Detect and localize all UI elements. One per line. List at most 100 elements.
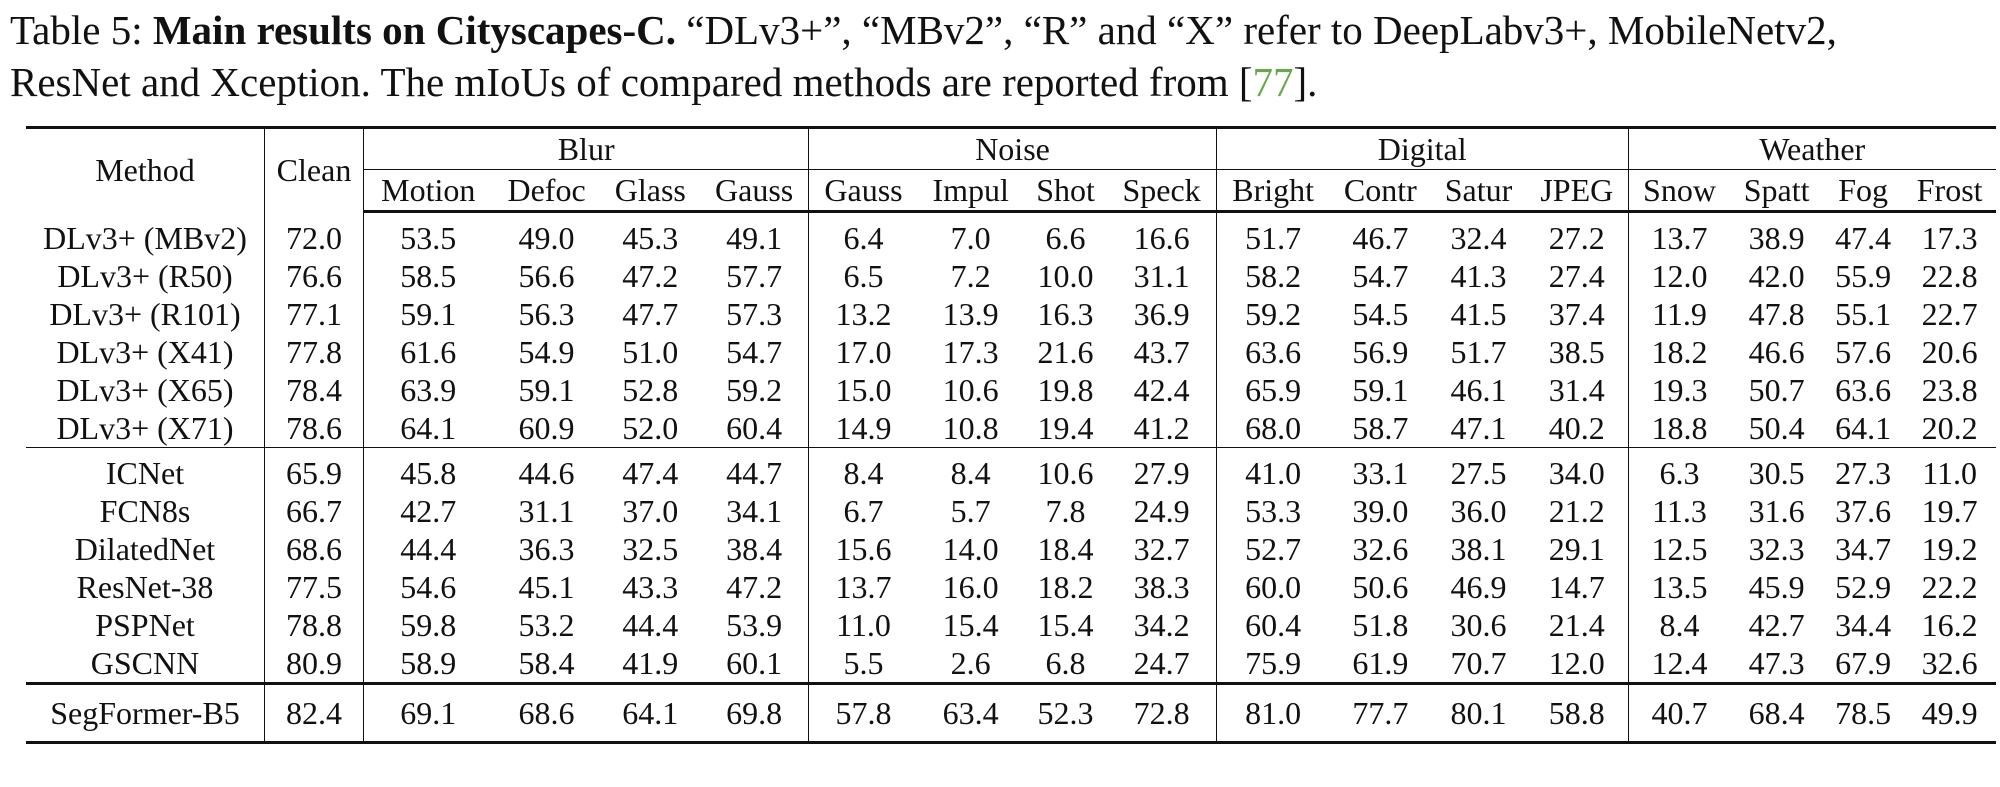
value-cell: 52.7 — [1215, 530, 1330, 568]
method-cell: PSPNet — [95, 606, 195, 643]
method-cell: DilatedNet — [74, 530, 216, 567]
value-cell: 29.1 — [1548, 530, 1605, 567]
column-header: Gauss — [699, 169, 809, 213]
method-cell: DLv3+ (R50) — [57, 257, 233, 294]
value-cell: 69.8 — [699, 682, 809, 743]
value-cell: 36.9 — [1133, 295, 1190, 332]
value-cell: 53.5 — [363, 211, 493, 257]
value-cell: 7.8 — [1045, 492, 1086, 529]
value-cell: 65.9 — [1215, 371, 1330, 409]
value-cell: 12.0 — [1525, 644, 1629, 684]
column-header: Bright — [1215, 169, 1330, 213]
value-cell: 59.1 — [1352, 371, 1409, 408]
clean-value-cell: 77.8 — [264, 333, 364, 371]
value-cell: 41.3 — [1450, 257, 1507, 294]
value-cell: 10.0 — [1037, 257, 1094, 294]
value-cell: 67.9 — [1822, 644, 1904, 684]
caption-line-2: ResNet and Xception. The mIoUs of compar… — [10, 56, 2000, 108]
value-cell: 21.2 — [1548, 492, 1605, 529]
table-row: PSPNet 78.8 59.8 53.2 44.4 53.9 11.0 15.4 15.4 34… — [26, 606, 1996, 644]
value-cell: 51.0 — [622, 333, 679, 370]
value-cell: 81.0 — [1215, 682, 1330, 743]
value-cell: 52.3 — [1023, 682, 1108, 743]
value-cell: 24.9 — [1133, 492, 1190, 529]
value-cell: 10.8 — [917, 409, 1024, 448]
value-cell: 15.0 — [808, 371, 918, 409]
value-cell: 54.9 — [518, 333, 575, 370]
value-cell: 44.6 — [518, 455, 575, 491]
value-cell: 63.6 — [1835, 371, 1892, 408]
value-cell: 56.9 — [1352, 333, 1409, 370]
column-header: Motion — [363, 169, 493, 213]
value-cell: 68.6 — [492, 682, 601, 743]
value-cell: 22.2 — [1921, 568, 1978, 605]
value-cell: 16.3 — [1037, 295, 1094, 332]
clean-header: Clean — [264, 127, 364, 212]
column-header: Speck — [1107, 169, 1217, 213]
value-cell: 51.7 — [1450, 333, 1507, 370]
value-cell: 30.6 — [1450, 606, 1507, 643]
value-cell: 30.5 — [1748, 455, 1805, 491]
group-header-noise: Noise — [808, 127, 1217, 170]
final-row: SegFormer-B5 82.4 69.1 68.6 64.1 69.8 57.8 63.4… — [26, 682, 1996, 743]
value-cell: 34.1 — [726, 492, 783, 529]
value-cell: 42.7 — [363, 492, 493, 530]
value-cell: 32.6 — [1352, 530, 1409, 567]
value-cell: 2.6 — [917, 644, 1024, 684]
column-header: Satur — [1431, 169, 1526, 213]
value-cell: 16.6 — [1133, 220, 1190, 256]
group-header-digital: Digital — [1215, 127, 1629, 170]
value-cell: 6.5 — [808, 257, 918, 295]
value-cell: 7.2 — [950, 257, 991, 294]
value-cell: 27.2 — [1548, 220, 1605, 256]
value-cell: 44.7 — [726, 455, 783, 491]
column-header: Fog — [1822, 169, 1904, 213]
value-cell: 54.6 — [363, 568, 493, 606]
results-table: Method Clean Blur Noise Digital Weather … — [26, 126, 1996, 744]
method-header: Method — [95, 151, 195, 188]
value-cell: 27.3 — [1835, 455, 1892, 491]
value-cell: 60.0 — [1215, 568, 1330, 606]
value-cell: 47.4 — [1835, 220, 1892, 256]
value-cell: 38.9 — [1748, 220, 1805, 256]
value-cell: 6.3 — [1627, 447, 1731, 492]
value-cell: 58.4 — [492, 644, 601, 684]
method-cell: ICNet — [105, 455, 185, 491]
citation-link[interactable]: 77 — [1252, 59, 1294, 105]
value-cell: 32.6 — [1903, 644, 1996, 684]
value-cell: 58.2 — [1215, 257, 1330, 295]
method-cell: SegFormer-B5 — [26, 682, 265, 743]
value-cell: 61.6 — [363, 333, 493, 371]
value-cell: 58.5 — [363, 257, 493, 295]
value-cell: 53.3 — [1215, 492, 1330, 530]
value-cell: 37.0 — [622, 492, 679, 529]
value-cell: 12.0 — [1627, 257, 1731, 295]
value-cell: 47.8 — [1748, 295, 1805, 332]
column-header: Defoc — [492, 169, 601, 213]
clean-value-cell: 78.4 — [264, 371, 364, 409]
value-cell: 60.4 — [1215, 606, 1330, 644]
value-cell: 24.7 — [1107, 644, 1217, 684]
value-cell: 50.7 — [1748, 371, 1805, 408]
clean-value-cell: 82.4 — [264, 682, 364, 743]
value-cell: 45.8 — [363, 447, 493, 492]
table-row: DLv3+ (X41) 77.8 61.6 54.9 51.0 54.7 17.0 17.3 2… — [26, 333, 1996, 371]
value-cell: 32.5 — [622, 530, 679, 567]
value-cell: 69.1 — [363, 682, 493, 743]
value-cell: 59.1 — [518, 371, 575, 408]
method-cell: ResNet-38 — [76, 568, 214, 605]
value-cell: 22.8 — [1921, 257, 1978, 294]
value-cell: 11.3 — [1627, 492, 1731, 530]
value-cell: 5.5 — [808, 644, 918, 684]
value-cell: 63.6 — [1215, 333, 1330, 371]
value-cell: 31.1 — [1133, 257, 1190, 294]
table-row: DilatedNet 68.6 44.4 36.3 32.5 38.4 15.6 14.0 18… — [26, 530, 1996, 568]
column-header: JPEG — [1525, 169, 1629, 213]
clean-value-cell: 77.5 — [264, 568, 364, 606]
column-header: Gauss — [808, 169, 918, 213]
value-cell: 59.2 — [1215, 295, 1330, 333]
value-cell: 11.0 — [808, 606, 918, 644]
caption-text-3: ]. — [1293, 59, 1318, 105]
value-cell: 11.9 — [1627, 295, 1731, 333]
value-cell: 49.9 — [1903, 682, 1996, 743]
